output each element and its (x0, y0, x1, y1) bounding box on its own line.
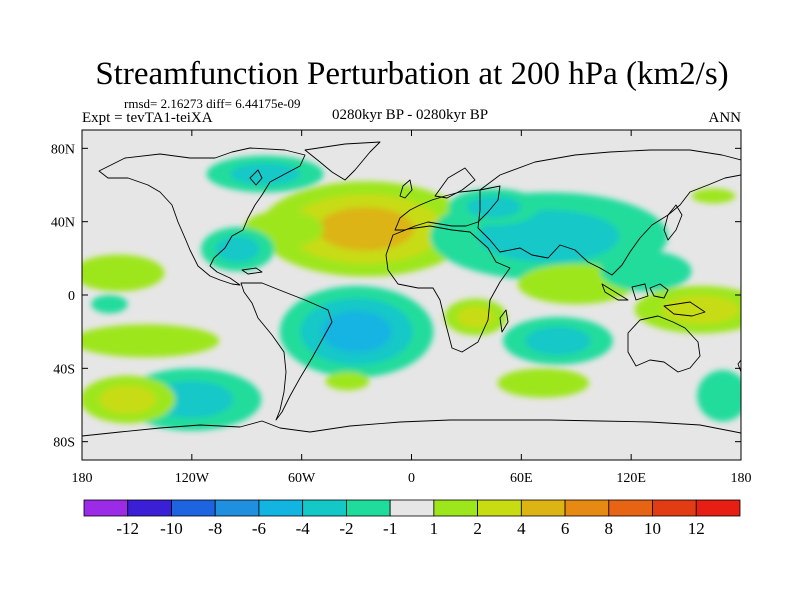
contour-band (82, 324, 220, 358)
anomaly-blob (82, 324, 220, 358)
contour-band (91, 295, 128, 314)
colorbar-swatch (652, 499, 697, 517)
y-axis: 80N 40N 0 40S 80S (51, 142, 741, 451)
contour-band (466, 196, 521, 218)
colorbar-label: -8 (208, 519, 222, 538)
contour-band (82, 254, 165, 292)
colorbar-swatch (345, 499, 391, 517)
colorbar-label: -6 (252, 519, 266, 538)
colorbar-swatch (127, 499, 172, 517)
chart-title: Streamfunction Perturbation at 200 hPa (… (95, 56, 728, 92)
anomaly-blob (206, 155, 324, 193)
contour-band (317, 207, 414, 251)
colorbar-label: -1 (383, 519, 397, 538)
contour-band (697, 370, 741, 422)
y-tick-label: 80N (51, 142, 75, 157)
anomaly-blob (82, 375, 176, 424)
x-tick-label: 120E (616, 471, 646, 486)
colorbar-swatch (258, 499, 304, 517)
contour-band (525, 326, 591, 355)
contour-band (215, 236, 260, 263)
season-label: ANN (709, 110, 742, 126)
contour-band (321, 310, 392, 353)
contour-band (325, 372, 370, 391)
contour-band (497, 368, 590, 398)
colorbar-label: 2 (473, 519, 482, 538)
colorbar-swatch (695, 499, 741, 517)
colorbar-swatch (214, 499, 260, 517)
anomaly-blob (82, 254, 165, 292)
x-axis: 180 120W 60W 0 60E 120E 180 (72, 130, 752, 486)
colorbar-label: -12 (116, 519, 139, 538)
colorbar-swatch (520, 499, 566, 517)
colorbar-label: -4 (296, 519, 311, 538)
colorbar-swatch (389, 499, 435, 517)
contour-band (600, 250, 692, 292)
colorbar-label: 10 (644, 519, 661, 538)
colorbar-swatch (477, 499, 522, 517)
colorbar-label: 4 (517, 519, 526, 538)
colorbar-label: 6 (561, 519, 570, 538)
contour-band (99, 385, 156, 414)
colorbar-swatch (564, 499, 610, 517)
contour-band (457, 306, 494, 328)
anomaly-blob (448, 188, 540, 226)
y-tick-label: 40S (53, 362, 75, 377)
anomaly-blob (279, 285, 434, 378)
colorbar-label: -2 (339, 519, 353, 538)
x-tick-label: 180 (731, 471, 752, 486)
colorbar-label: 8 (605, 519, 614, 538)
anomaly-blob (691, 188, 736, 204)
y-tick-label: 40N (51, 216, 75, 231)
colorbar-label: -10 (160, 519, 183, 538)
anomaly-blob (503, 317, 613, 365)
anomaly-blob (325, 372, 370, 391)
contour-band (691, 188, 736, 204)
anomaly-blob (497, 368, 590, 398)
colorbar-swatch (83, 499, 129, 517)
anomaly-blob (697, 370, 741, 422)
map-panel (81, 129, 742, 461)
period-label: 0280kyr BP - 0280kyr BP (332, 107, 488, 123)
x-tick-label: 120W (175, 471, 210, 486)
y-tick-label: 80S (53, 436, 75, 451)
colorbar-swatch (302, 499, 347, 517)
anomaly-blob (600, 250, 692, 292)
anomaly-blob (444, 298, 507, 336)
x-tick-label: 0 (408, 471, 415, 486)
anomaly-blob (91, 295, 128, 314)
coastlines (82, 141, 741, 437)
y-tick-label: 0 (68, 289, 75, 304)
experiment-label: Expt = tevTA1-teiXA (82, 110, 213, 126)
x-tick-label: 60W (288, 471, 316, 486)
colorbar: -12 -10 -8 -6 -4 -2 -1 1 2 4 6 8 10 12 (83, 499, 741, 538)
x-tick-label: 60E (510, 471, 533, 486)
colorbar-label: 1 (430, 519, 439, 538)
colorbar-label: 12 (688, 519, 705, 538)
anomaly-blob (200, 227, 275, 272)
stats-line: rmsd= 2.16273 diff= 6.44175e-09 (124, 96, 301, 111)
contour-field (82, 155, 741, 431)
x-tick-label: 180 (72, 471, 93, 486)
colorbar-swatch (433, 499, 479, 517)
colorbar-swatch (608, 499, 653, 517)
contour-band (230, 163, 300, 185)
colorbar-swatch (171, 499, 216, 517)
